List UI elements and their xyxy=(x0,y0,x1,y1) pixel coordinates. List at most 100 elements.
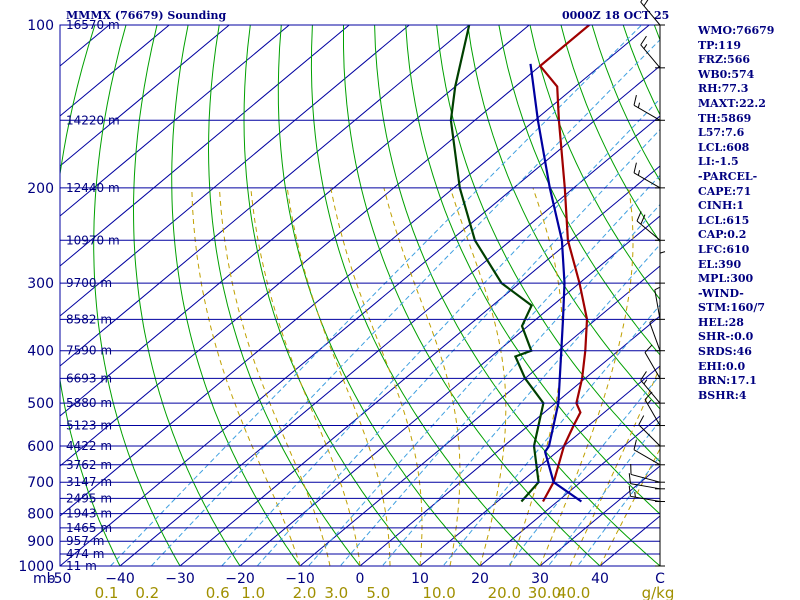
temp-tick-label: 0 xyxy=(356,571,365,587)
index-line: FRZ:566 xyxy=(698,53,751,67)
wind-barb xyxy=(633,439,665,466)
wind-barb xyxy=(655,251,666,284)
dry-adiabat-line xyxy=(310,25,541,566)
mixing-ratio-label: 10.0 xyxy=(422,584,455,600)
isotherm-line xyxy=(479,415,660,566)
isotherm-line xyxy=(60,25,470,367)
isotherm-line xyxy=(60,25,590,467)
sounding-time: 0000Z 18 OCT 25 xyxy=(562,9,670,22)
index-line: WB0:574 xyxy=(698,67,755,81)
wind-barb xyxy=(633,162,665,189)
index-line: SRDS:46 xyxy=(698,345,752,359)
mixing-ratio-line xyxy=(381,243,660,566)
index-line: EL:390 xyxy=(698,257,742,271)
height-label: 1943 m xyxy=(66,507,112,521)
index-line: STM:160/7 xyxy=(698,301,765,315)
temp-tick-label: 20 xyxy=(471,571,489,587)
dry-adiabat-line xyxy=(529,25,660,301)
height-label: 5880 m xyxy=(66,396,112,410)
unit-label: mb xyxy=(33,571,56,587)
wind-barb xyxy=(628,473,665,490)
pressure-tick-label: 900 xyxy=(27,534,54,550)
isotherm-line xyxy=(60,25,290,217)
index-line: HEL:28 xyxy=(698,315,744,329)
mixing-ratio-label: g/kg xyxy=(642,584,675,600)
wind-barb xyxy=(640,371,665,404)
mixing-ratio-label: 5.0 xyxy=(366,584,390,600)
dry-adiabat-line xyxy=(60,25,121,566)
isotherm-line xyxy=(179,165,660,566)
temp-tick-label: -50 xyxy=(49,571,72,587)
isotherm-line xyxy=(119,115,660,566)
wind-barb xyxy=(640,0,665,26)
pressure-tick-label: 200 xyxy=(27,181,54,197)
isotherm-line xyxy=(60,25,170,117)
plot-area xyxy=(60,25,660,566)
height-label: 8582 m xyxy=(66,312,112,326)
pressure-tick-label: 300 xyxy=(27,276,54,292)
wind-barb xyxy=(636,211,665,241)
index-line: LCL:615 xyxy=(698,213,750,227)
height-label: 14220 m xyxy=(66,113,120,127)
station-title: MMMX (76679) Sounding xyxy=(66,9,227,22)
height-label: 12440 m xyxy=(66,181,120,195)
height-label: 16570 m xyxy=(66,18,120,32)
height-label: 957 m xyxy=(66,534,104,548)
mixing-ratio-label: 20.0 xyxy=(488,584,521,600)
dewpoint-line xyxy=(449,25,545,503)
mixing-ratio-label: 3.0 xyxy=(324,584,348,600)
isotherm-line xyxy=(539,465,660,566)
height-label: 474 m xyxy=(66,547,104,561)
dry-adiabat-line xyxy=(498,25,660,356)
wind-barb xyxy=(640,35,665,69)
moist-adiabat-line xyxy=(599,447,660,566)
dry-adiabat-line xyxy=(405,25,660,515)
height-label: 6693 m xyxy=(66,371,112,385)
height-label: 2495 m xyxy=(66,491,112,505)
moist-adiabat-line xyxy=(218,187,331,566)
index-line: CAPE:71 xyxy=(698,184,752,198)
height-label: 10970 m xyxy=(66,233,120,247)
wind-barb xyxy=(644,391,665,427)
moist-adiabat-line xyxy=(569,365,660,566)
isotherm-line xyxy=(60,25,350,267)
temp-tick-label: −40 xyxy=(105,571,135,587)
mixing-ratio-line xyxy=(442,304,660,566)
temp-tick-label: −30 xyxy=(165,571,195,587)
isotherm-line xyxy=(60,65,660,566)
dry-adiabat-line xyxy=(171,25,301,566)
temperature-line xyxy=(538,25,590,503)
isotherm-line xyxy=(359,315,660,566)
dry-adiabat-line xyxy=(132,25,241,566)
index-line: BRN:17.1 xyxy=(698,374,757,388)
index-line: -WIND- xyxy=(698,286,744,300)
wind-barb xyxy=(654,287,665,320)
index-line: L57:7.6 xyxy=(698,126,745,140)
pressure-tick-label: 500 xyxy=(27,396,54,412)
mixing-ratio-line xyxy=(547,419,660,566)
mixing-ratio-label: 0.1 xyxy=(95,584,119,600)
isotherm-line xyxy=(299,265,660,566)
pressure-tick-label: 800 xyxy=(27,507,54,523)
index-line: RH:77.3 xyxy=(698,82,749,96)
mixing-ratio-label: 40.0 xyxy=(557,584,590,600)
wind-barb xyxy=(638,415,665,447)
mixing-ratio-line xyxy=(307,174,660,566)
wind-barb xyxy=(628,485,665,503)
index-line: CAP:0.2 xyxy=(698,228,747,242)
isotherm-line xyxy=(60,25,650,517)
isotherm-line xyxy=(60,25,230,167)
temp-tick-label: 40 xyxy=(591,571,609,587)
plot-frame xyxy=(59,24,661,567)
temp-tick-label: 30 xyxy=(531,571,549,587)
mixing-ratio-label: 30.0 xyxy=(528,584,561,600)
dry-adiabat-line xyxy=(207,25,361,566)
temp-tick-label: −20 xyxy=(225,571,255,587)
dry-adiabat-line xyxy=(436,25,660,463)
dry-adiabat-line xyxy=(467,25,660,410)
height-label: 7590 m xyxy=(66,344,112,358)
dry-adiabat-line xyxy=(243,25,421,566)
height-label: 5123 m xyxy=(66,419,112,433)
height-label: 4422 m xyxy=(66,439,112,453)
mixing-ratio-label: 2.0 xyxy=(293,584,317,600)
